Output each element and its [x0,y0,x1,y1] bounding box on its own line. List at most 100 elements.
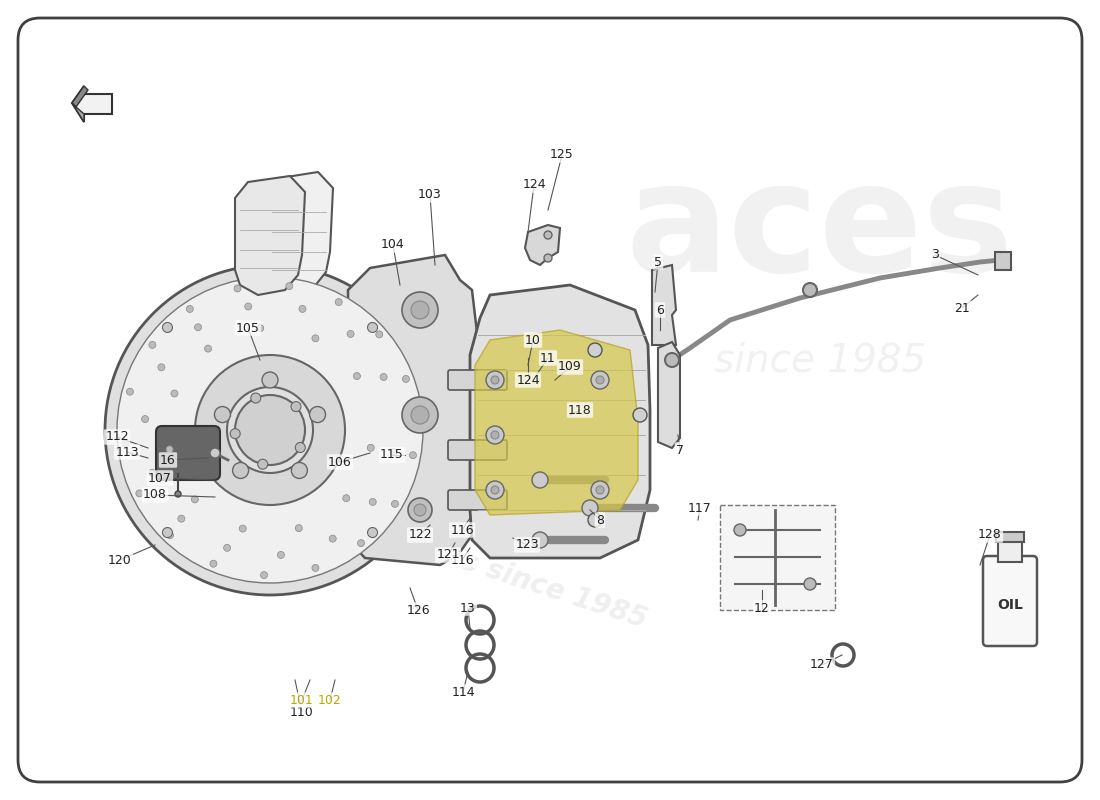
Circle shape [666,353,679,367]
Text: 105: 105 [236,322,260,334]
Circle shape [803,283,817,297]
Text: 5: 5 [654,255,662,269]
Circle shape [367,444,374,451]
Text: aces: aces [626,155,1014,305]
Circle shape [336,298,342,306]
Circle shape [358,540,364,546]
Circle shape [195,324,201,330]
FancyBboxPatch shape [448,440,507,460]
Circle shape [544,254,552,262]
Text: 13: 13 [460,602,476,614]
Circle shape [411,301,429,319]
Text: 116: 116 [450,554,474,566]
Text: 7: 7 [676,443,684,457]
Circle shape [163,322,173,333]
Circle shape [262,372,278,388]
FancyBboxPatch shape [18,18,1082,782]
Text: OIL: OIL [997,598,1023,612]
Text: 102: 102 [318,694,342,706]
Text: 6: 6 [656,303,664,317]
Circle shape [277,551,285,558]
Circle shape [596,376,604,384]
Text: 126: 126 [406,603,430,617]
Circle shape [191,496,198,503]
Bar [996,532,1024,542]
Circle shape [158,364,165,370]
FancyBboxPatch shape [448,370,507,390]
Text: 106: 106 [328,455,352,469]
Circle shape [286,282,293,290]
Polygon shape [348,255,490,565]
Circle shape [343,494,350,502]
Circle shape [544,231,552,239]
Polygon shape [72,103,84,122]
Text: 114: 114 [451,686,475,698]
Circle shape [312,565,319,571]
Bar [998,540,1022,562]
Polygon shape [72,86,88,107]
Text: 122: 122 [408,529,432,542]
Text: 121: 121 [437,549,460,562]
Circle shape [348,330,354,338]
Circle shape [381,374,387,381]
Text: 120: 120 [108,554,132,566]
Circle shape [329,535,337,542]
Circle shape [227,387,314,473]
Text: a passion for cars since 1985: a passion for cars since 1985 [209,466,651,634]
Circle shape [234,285,241,292]
Circle shape [210,560,217,567]
Polygon shape [525,225,560,265]
Text: 113: 113 [116,446,139,458]
Text: 110: 110 [290,706,314,718]
Text: since 1985: since 1985 [714,341,926,379]
Circle shape [104,265,435,595]
Text: 116: 116 [450,523,474,537]
Circle shape [295,442,306,453]
Text: 124: 124 [516,374,540,386]
FancyBboxPatch shape [448,490,507,510]
Text: 123: 123 [515,538,539,551]
Bar [996,252,1011,270]
Text: 109: 109 [558,361,582,374]
Circle shape [402,292,438,328]
Circle shape [186,306,194,313]
Circle shape [257,459,267,470]
Text: 11: 11 [540,351,556,365]
Circle shape [210,448,220,458]
Polygon shape [235,176,305,295]
Circle shape [532,532,548,548]
Circle shape [367,322,377,333]
Circle shape [230,429,240,438]
Polygon shape [72,86,112,122]
Circle shape [596,486,604,494]
Text: 115: 115 [381,449,404,462]
Text: 21: 21 [954,302,970,314]
Circle shape [292,402,301,411]
Circle shape [408,498,432,522]
Text: 117: 117 [689,502,712,514]
Circle shape [591,371,609,389]
Circle shape [632,408,647,422]
FancyBboxPatch shape [983,556,1037,646]
Circle shape [251,393,261,403]
Text: 107: 107 [148,471,172,485]
Circle shape [390,448,397,455]
Circle shape [195,355,345,505]
Text: 16: 16 [161,454,176,466]
Circle shape [261,571,267,578]
Circle shape [376,331,383,338]
Circle shape [392,500,398,507]
Circle shape [178,515,185,522]
Circle shape [532,472,548,488]
Circle shape [166,446,173,453]
Text: 118: 118 [568,403,592,417]
Polygon shape [268,172,333,292]
Circle shape [486,481,504,499]
Circle shape [232,462,249,478]
Circle shape [235,395,305,465]
Circle shape [175,491,182,497]
Circle shape [239,525,246,532]
Text: 125: 125 [550,149,574,162]
Text: 127: 127 [810,658,834,671]
Text: 104: 104 [381,238,405,251]
